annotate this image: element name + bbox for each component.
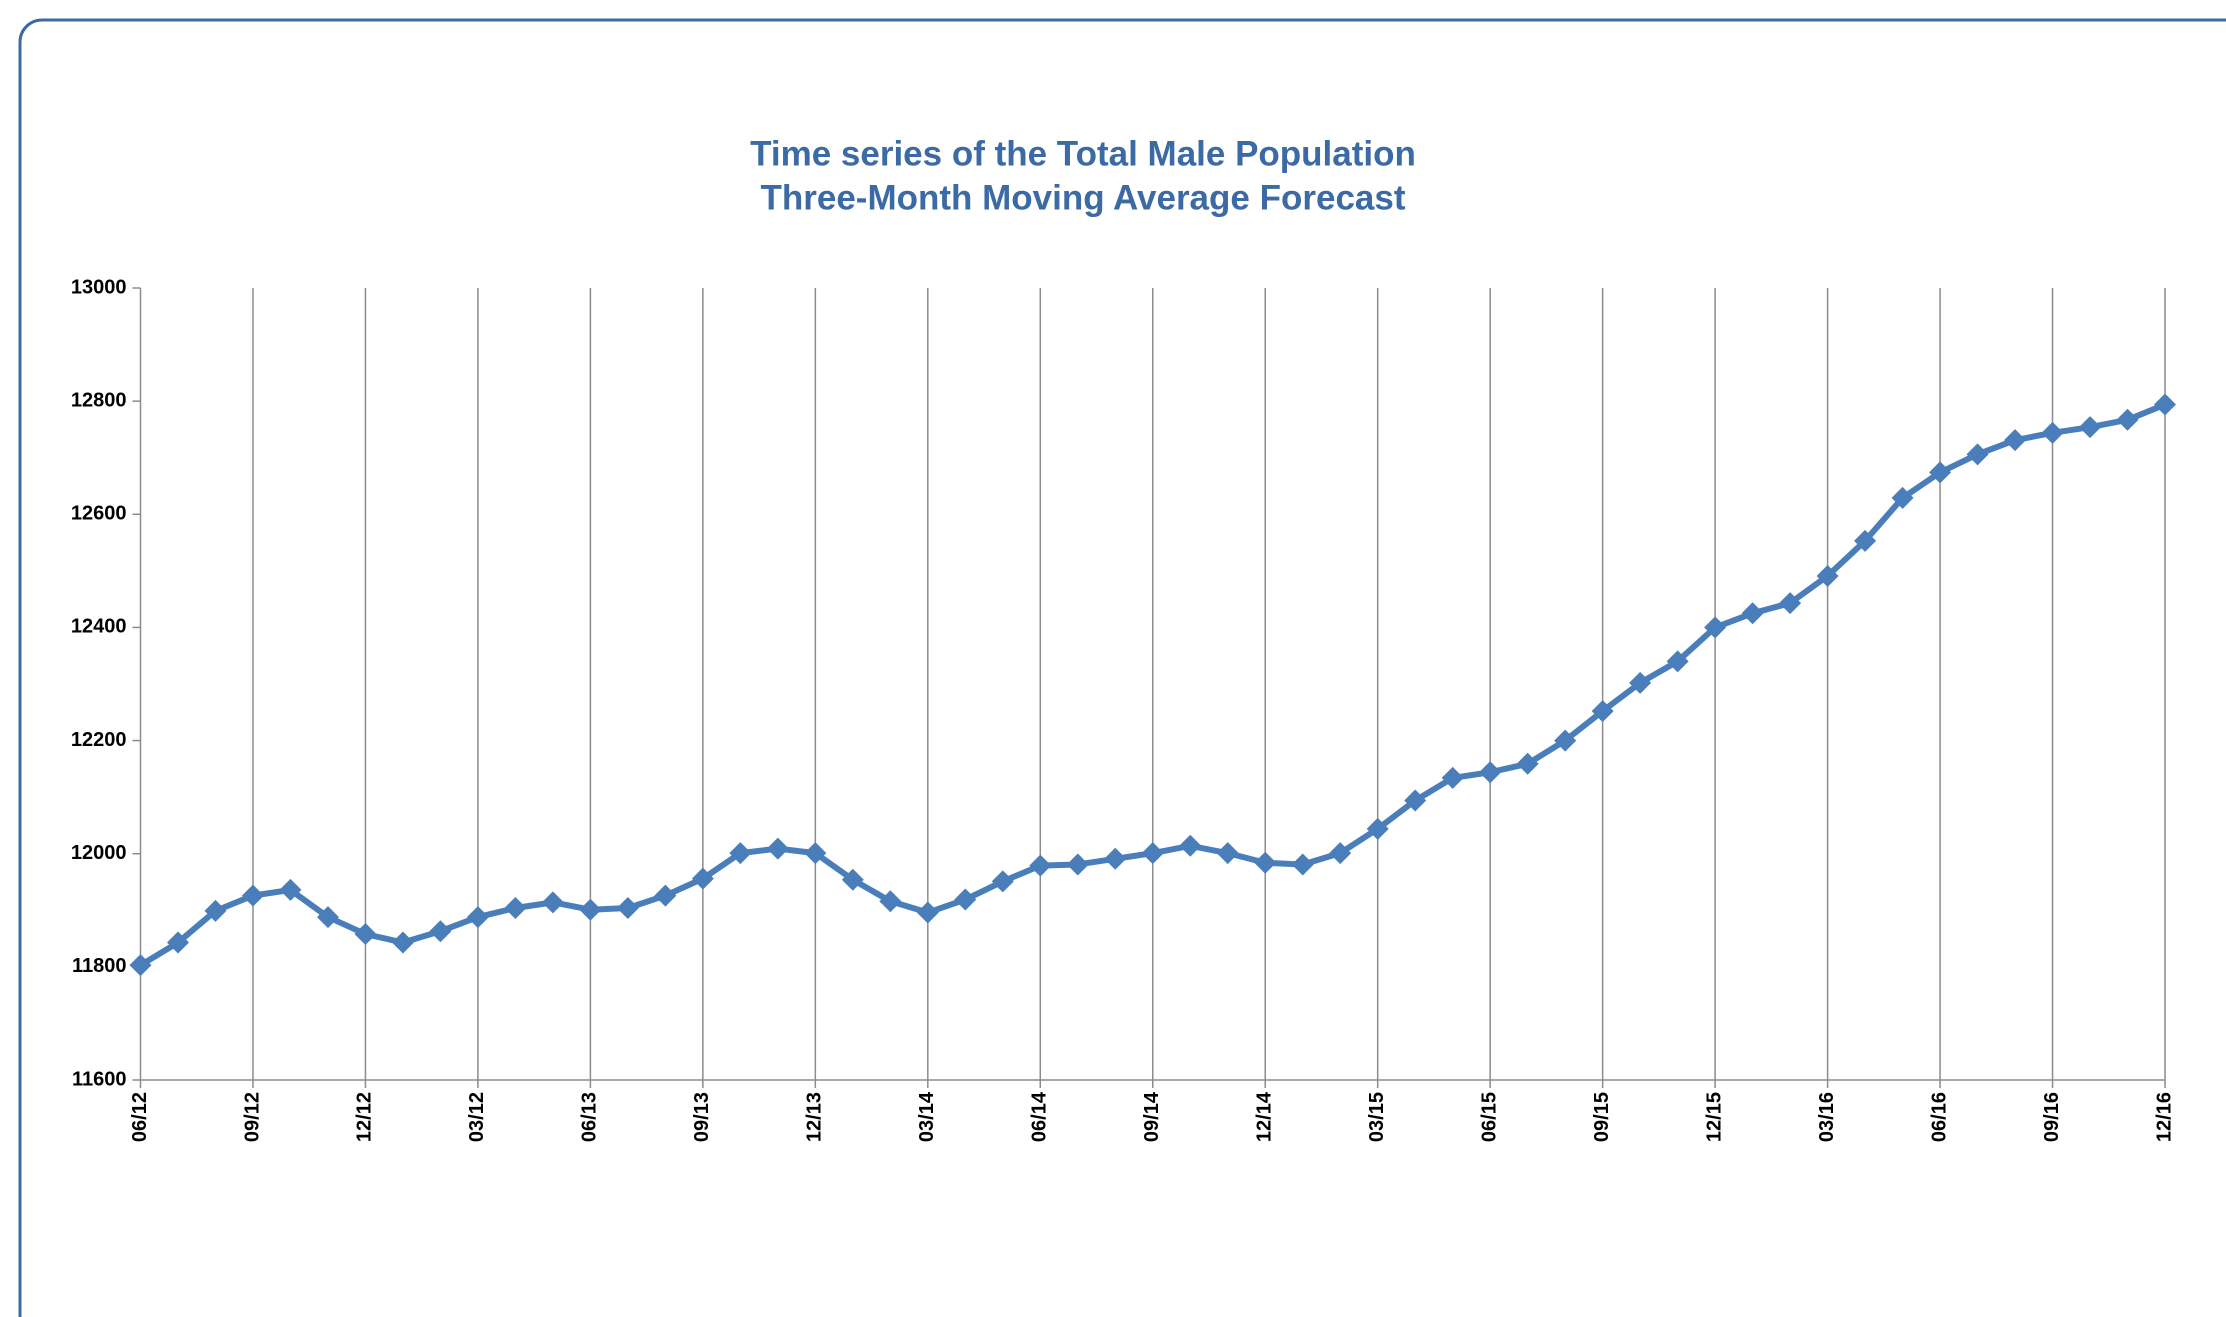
y-tick-label: 11600 — [72, 1068, 127, 1090]
x-tick-label: 06/13 — [579, 1092, 601, 1142]
data-point — [1404, 789, 1427, 812]
x-tick-label: 09/16 — [2041, 1092, 2063, 1142]
data-point — [166, 931, 189, 954]
data-point — [2154, 393, 2176, 416]
data-point — [841, 868, 864, 891]
data-point — [2079, 416, 2102, 439]
data-point — [541, 891, 564, 914]
data-point — [504, 897, 527, 920]
y-tick-label: 12600 — [71, 503, 127, 525]
x-tick-label: 06/12 — [129, 1092, 151, 1142]
data-point — [1929, 461, 1952, 484]
data-point — [1329, 842, 1352, 865]
x-tick-label: 06/15 — [1478, 1092, 1500, 1142]
data-point — [204, 899, 227, 922]
data-point — [579, 898, 602, 921]
data-point — [1854, 529, 1877, 552]
x-tick-label: 09/15 — [1591, 1092, 1613, 1142]
x-tick-label: 03/15 — [1366, 1092, 1388, 1142]
data-point — [2004, 429, 2027, 452]
data-point — [391, 931, 414, 954]
data-point — [916, 901, 939, 924]
y-tick-label: 13000 — [71, 276, 127, 298]
data-point — [316, 906, 339, 929]
data-point — [1554, 729, 1577, 752]
data-point — [654, 884, 677, 907]
data-point — [1291, 853, 1314, 876]
chart-border — [18, 18, 2226, 1317]
data-point — [1816, 564, 1839, 587]
data-point — [241, 884, 264, 907]
x-tick-label: 09/13 — [691, 1092, 713, 1142]
x-tick-label: 03/12 — [466, 1092, 488, 1142]
data-point — [1254, 851, 1277, 874]
data-point — [879, 890, 902, 913]
data-point — [691, 867, 714, 890]
data-point — [1516, 752, 1539, 775]
data-point — [991, 870, 1014, 893]
x-tick-label: 12/13 — [804, 1092, 826, 1142]
data-point — [1104, 847, 1127, 870]
data-point — [804, 842, 827, 865]
data-point — [2116, 408, 2139, 431]
chart-title: Time series of the Total Male Population — [750, 134, 1416, 173]
y-tick-label: 12000 — [71, 842, 127, 864]
x-tick-label: 12/16 — [2153, 1092, 2175, 1142]
data-point — [1179, 834, 1202, 857]
x-tick-label: 06/14 — [1029, 1091, 1051, 1142]
data-point — [1366, 817, 1389, 840]
y-tick-label: 12400 — [71, 616, 127, 638]
data-point — [2041, 421, 2064, 444]
chart-subtitle: Three-Month Moving Average Forecast — [760, 178, 1405, 217]
x-tick-label: 12/14 — [1254, 1091, 1276, 1142]
data-point — [1629, 671, 1652, 694]
y-tick-label: 11800 — [72, 955, 127, 977]
x-tick-label: 12/15 — [1703, 1092, 1725, 1142]
x-tick-label: 03/14 — [916, 1091, 938, 1142]
data-point — [354, 923, 377, 946]
data-point — [1441, 766, 1464, 789]
data-point — [616, 897, 639, 920]
y-tick-label: 12800 — [71, 389, 127, 411]
data-point — [466, 906, 489, 929]
data-point — [1741, 602, 1764, 625]
x-tick-label: 06/16 — [1928, 1092, 1950, 1142]
x-tick-label: 12/12 — [354, 1092, 376, 1142]
data-point — [279, 878, 302, 901]
data-point — [1891, 486, 1914, 509]
data-point — [1591, 700, 1614, 723]
x-tick-label: 09/12 — [241, 1092, 263, 1142]
data-point — [129, 954, 152, 977]
data-point — [1141, 842, 1164, 865]
y-tick-label: 12200 — [71, 729, 127, 751]
data-point — [1066, 853, 1089, 876]
data-point — [429, 920, 452, 943]
x-tick-label: 09/14 — [1141, 1091, 1163, 1142]
data-point — [1666, 650, 1689, 673]
data-point — [1216, 842, 1239, 865]
data-point — [1029, 854, 1052, 877]
x-tick-label: 03/16 — [1816, 1092, 1838, 1142]
data-point — [1966, 443, 1989, 466]
data-point — [954, 888, 977, 911]
data-point — [1704, 616, 1727, 639]
data-point — [766, 837, 789, 860]
data-point — [1479, 761, 1502, 784]
data-point — [1779, 592, 1802, 615]
data-point — [729, 842, 752, 865]
